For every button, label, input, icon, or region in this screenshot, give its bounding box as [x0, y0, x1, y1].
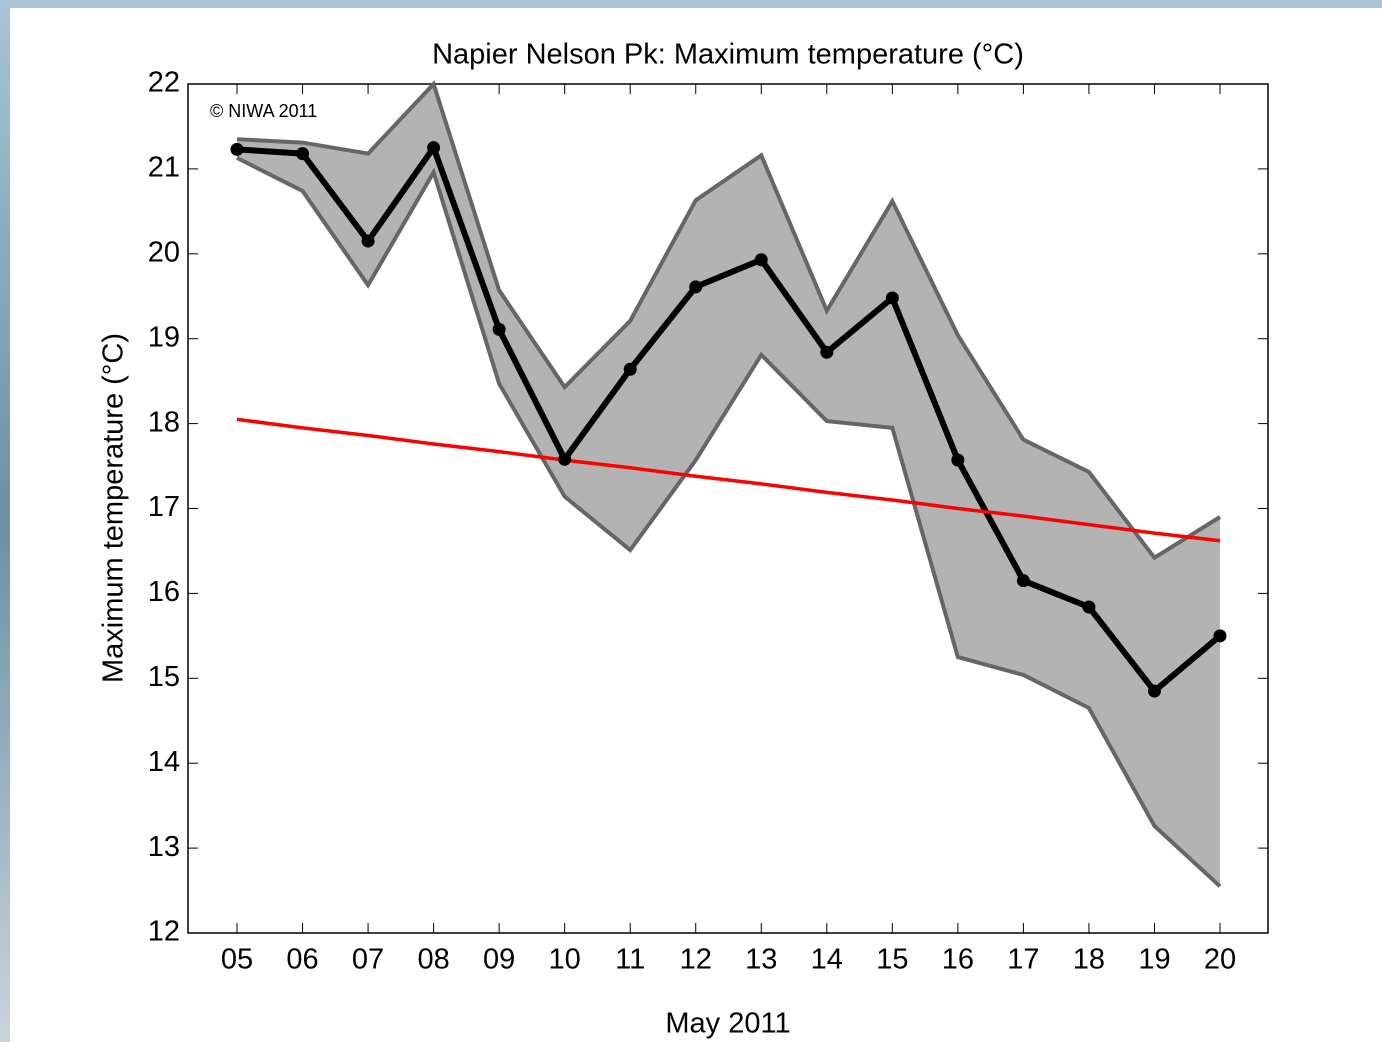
data-point — [493, 323, 506, 336]
x-tick-label: 07 — [352, 944, 384, 976]
data-point — [1082, 600, 1095, 613]
data-point — [820, 346, 833, 359]
x-tick-label: 16 — [942, 944, 974, 976]
annotation: © NIWA 2011 — [210, 101, 317, 121]
x-tick-label: 10 — [549, 944, 581, 976]
data-point — [689, 280, 702, 293]
data-point — [558, 453, 571, 466]
data-point — [1214, 629, 1227, 642]
x-tick-label: 06 — [286, 944, 318, 976]
y-tick-label: 16 — [148, 576, 180, 608]
data-point — [427, 141, 440, 154]
y-tick-label: 18 — [148, 406, 180, 438]
x-tick-label: 14 — [811, 944, 843, 976]
y-tick-label: 20 — [148, 236, 180, 268]
x-tick-label: 18 — [1073, 944, 1105, 976]
y-tick-label: 13 — [148, 831, 180, 863]
data-point — [1148, 685, 1161, 698]
y-tick-label: 14 — [148, 746, 180, 778]
y-axis-label: Maximum temperature (°C) — [98, 333, 130, 683]
data-point — [886, 291, 899, 304]
chart: Napier Nelson Pk: Maximum temperature (°… — [0, 0, 1382, 1042]
x-tick-label: 17 — [1007, 944, 1039, 976]
data-point — [1017, 574, 1030, 587]
data-point — [624, 363, 637, 376]
x-tick-label: 19 — [1138, 944, 1170, 976]
data-point — [231, 143, 244, 156]
x-tick-label: 05 — [221, 944, 253, 976]
y-tick-label: 15 — [148, 661, 180, 693]
x-tick-label: 12 — [680, 944, 712, 976]
chart-title: Napier Nelson Pk: Maximum temperature (°… — [432, 39, 1024, 71]
y-tick-label: 12 — [148, 916, 180, 948]
data-point — [755, 253, 768, 266]
data-point — [296, 147, 309, 160]
data-point — [951, 454, 964, 467]
y-tick-label: 19 — [148, 321, 180, 353]
x-tick-label: 13 — [745, 944, 777, 976]
x-axis-label: May 2011 — [665, 1008, 790, 1040]
y-tick-label: 21 — [148, 152, 180, 184]
x-tick-label: 15 — [876, 944, 908, 976]
x-tick-label: 11 — [615, 944, 645, 976]
y-tick-label: 22 — [148, 67, 180, 99]
y-tick-label: 17 — [148, 491, 180, 523]
x-tick-label: 09 — [483, 944, 515, 976]
data-point — [362, 235, 375, 248]
x-tick-label: 08 — [417, 944, 449, 976]
x-tick-label: 20 — [1204, 944, 1236, 976]
